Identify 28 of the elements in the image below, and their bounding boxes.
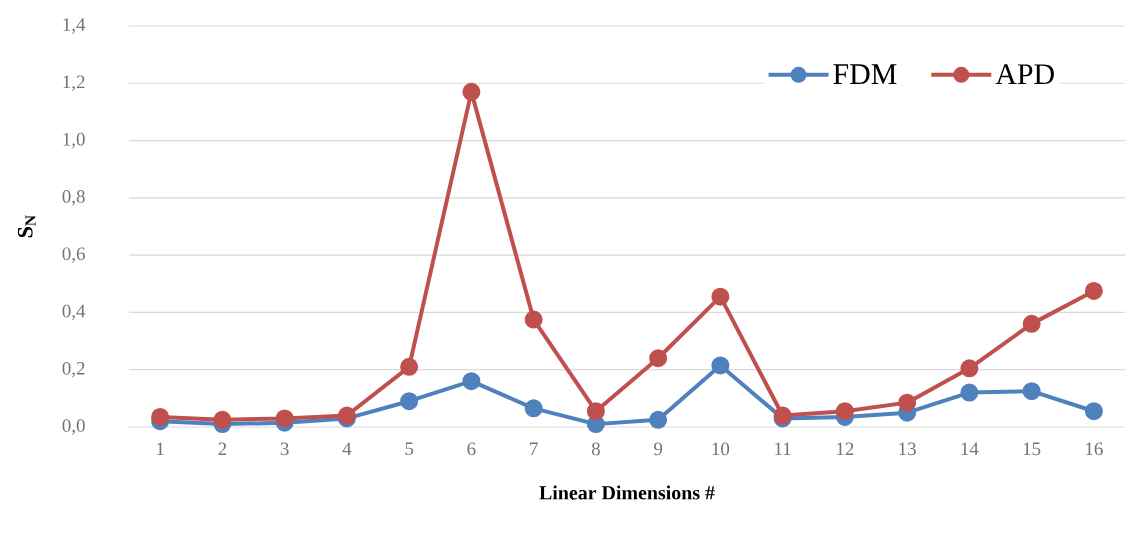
legend-label: APD bbox=[995, 64, 1054, 85]
y-tick-label: 1,4 bbox=[63, 18, 86, 34]
x-tick-label: 5 bbox=[405, 442, 414, 456]
x-axis-title: Linear Dimensions # bbox=[539, 485, 715, 500]
x-tick-label: 1 bbox=[157, 442, 164, 455]
x-tick-label: 7 bbox=[530, 442, 538, 455]
x-tick-label: 12 bbox=[837, 442, 854, 456]
x-tick-label: 13 bbox=[899, 442, 916, 456]
y-tick-label: 0,6 bbox=[62, 247, 85, 263]
y-tick-label: 0,4 bbox=[62, 304, 86, 321]
x-tick-label: 10 bbox=[712, 442, 730, 456]
x-tick-label: 9 bbox=[654, 442, 663, 456]
x-tick-label: 16 bbox=[1086, 442, 1103, 456]
y-tick-label: 1,0 bbox=[63, 132, 85, 149]
x-tick-label: 6 bbox=[467, 442, 476, 456]
y-tick-label: 0,0 bbox=[62, 419, 85, 435]
y-tick-label: 0,2 bbox=[62, 361, 85, 378]
x-tick-label: 4 bbox=[342, 442, 352, 455]
legend-label: FDM bbox=[833, 64, 897, 84]
y-tick-label: 0,8 bbox=[62, 190, 85, 206]
x-tick-label: 8 bbox=[591, 442, 600, 456]
x-tick-label: 15 bbox=[1023, 442, 1041, 456]
x-tick-label: 14 bbox=[961, 442, 979, 455]
x-tick-label: 11 bbox=[775, 442, 791, 455]
y-tick-label: 1,2 bbox=[63, 75, 85, 91]
x-tick-label: 3 bbox=[280, 442, 289, 456]
y-axis-title: S$_{N}$ bbox=[17, 215, 36, 238]
x-tick-label: 2 bbox=[218, 442, 227, 456]
